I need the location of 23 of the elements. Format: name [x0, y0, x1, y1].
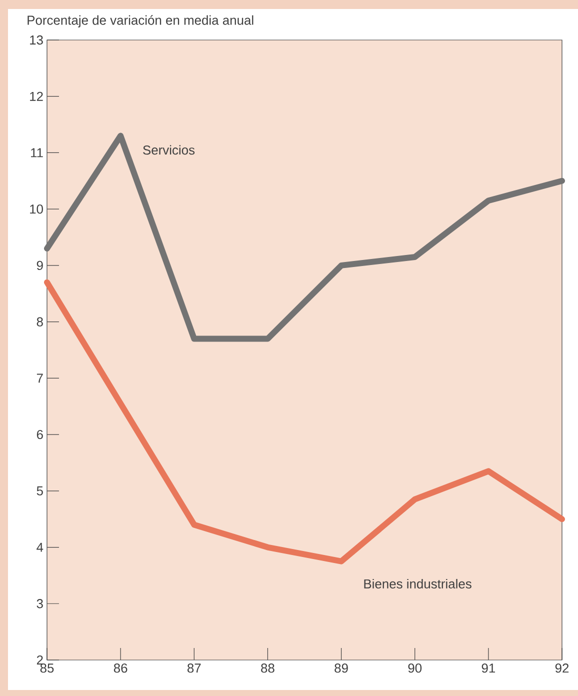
y-tick-label: 8	[36, 317, 43, 326]
x-tick-label: 89	[334, 664, 348, 673]
y-tick-label: 4	[36, 542, 44, 552]
y-tick-label: 3	[36, 599, 43, 608]
y-tick-label: 9	[36, 260, 43, 270]
y-tick-label: 11	[31, 148, 43, 158]
y-tick-label: 12	[30, 92, 43, 101]
x-tick-label: 87	[188, 664, 201, 673]
y-tick-label: 13	[30, 35, 43, 45]
y-tick-label: 10	[30, 204, 43, 214]
y-tick-label: 6	[36, 430, 43, 440]
x-tick-label: 86	[114, 664, 128, 673]
x-tick-label: 85	[40, 664, 54, 673]
text: Bienes industriales	[364, 578, 472, 588]
x-tick-label: 88	[261, 664, 274, 673]
x-tick-label: 91	[482, 664, 495, 673]
series-label: Servicios	[143, 145, 195, 155]
x-tick-label: 90	[408, 664, 422, 673]
y-tick-label: 7	[36, 374, 43, 383]
y-tick-label: 2	[36, 655, 43, 665]
y-axis-title: Porcentaje de variación en media anual	[28, 15, 254, 28]
y-tick-label: 5	[36, 486, 43, 496]
x-tick-label: 92	[555, 664, 569, 673]
